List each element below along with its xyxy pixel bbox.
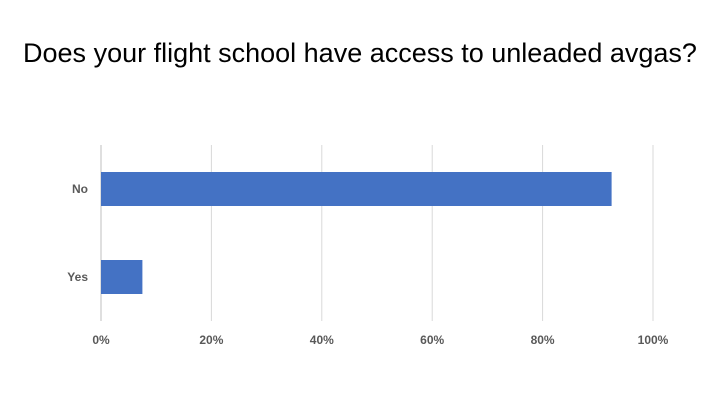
x-tick-label: 40% — [310, 333, 334, 347]
category-label: Yes — [67, 270, 88, 284]
x-tick-label: 100% — [638, 333, 669, 347]
x-tick-label: 60% — [420, 333, 444, 347]
bar-yes — [101, 260, 143, 294]
chart-title: Does your flight school have access to u… — [23, 38, 697, 68]
x-tick-label: 20% — [199, 333, 223, 347]
category-label: No — [72, 182, 88, 196]
x-tick-label: 0% — [92, 333, 110, 347]
bar-no — [101, 172, 612, 206]
x-tick-label: 80% — [531, 333, 555, 347]
